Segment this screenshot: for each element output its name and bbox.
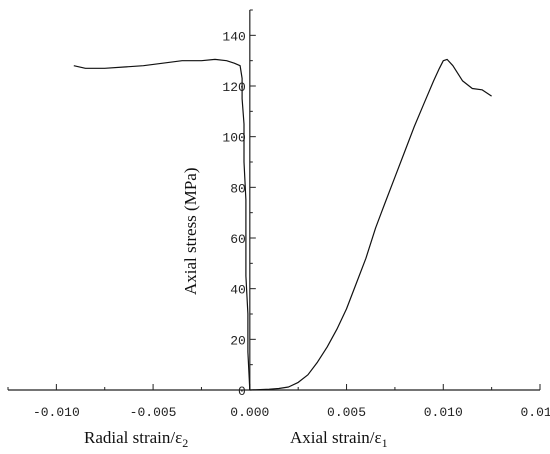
- radial-strain-curve: [73, 58, 251, 391]
- x-axis-label-radial: Radial strain/ε2: [84, 428, 188, 450]
- x-tick-label: 0.015: [520, 405, 550, 420]
- x-tick-label: 0.000: [230, 405, 269, 420]
- y-tick-label: 100: [222, 131, 245, 146]
- y-tick-label: 120: [222, 80, 245, 95]
- x-tick-label: -0.010: [33, 405, 80, 420]
- y-axis-label: Axial stress (MPa): [181, 168, 200, 295]
- y-tick-label: 20: [230, 333, 246, 348]
- y-tick-label: 80: [230, 181, 246, 196]
- y-tick-label: 0: [238, 384, 246, 399]
- x-tick-label: 0.010: [424, 405, 463, 420]
- axial-strain-curve: [249, 58, 492, 391]
- axes: -0.010 -0.005 0.000 0.005 0.010 0.015 0 20 40 60 8…: [7, 9, 550, 420]
- axis-labels: Radial strain/ε2 Axial strain/ε1 Axial s…: [84, 168, 388, 450]
- y-tick-label: 40: [230, 283, 246, 298]
- x-axis-label-axial: Axial strain/ε1: [290, 428, 388, 450]
- y-tick-label: 140: [222, 29, 245, 44]
- y-tick-label: 60: [230, 232, 246, 247]
- curves: [73, 58, 492, 391]
- x-tick-label: 0.005: [327, 405, 366, 420]
- x-tick-label: -0.005: [130, 405, 177, 420]
